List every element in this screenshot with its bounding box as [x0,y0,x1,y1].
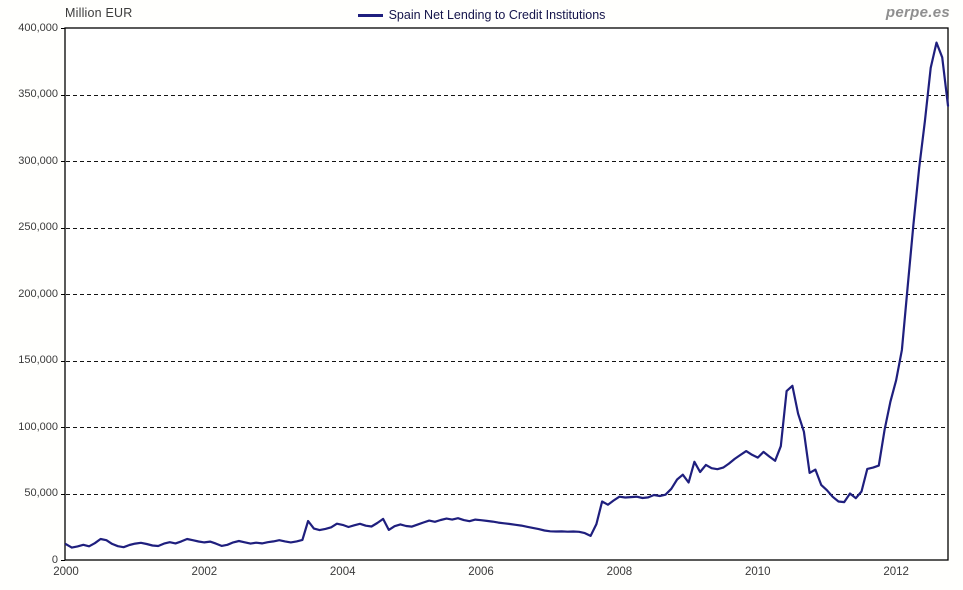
y-axis-label: 150,000 [18,354,58,366]
y-axis-label: 50,000 [24,487,58,499]
y-axis-label: 300,000 [18,154,58,167]
x-axis-label: 2004 [329,566,356,578]
x-axis-label: 2000 [53,566,79,578]
y-axis-units-label: Million EUR [65,6,133,20]
y-axis-label: 350,000 [18,88,58,100]
y-axis-label: 0 [51,553,58,566]
y-axis-label: 400,000 [18,21,58,34]
x-axis-label: 2008 [606,566,633,578]
data-line-spain-net-lending [64,41,950,549]
plot-border [64,27,949,561]
x-axis-label: 2006 [468,566,494,578]
y-axis-label: 250,000 [18,221,58,233]
x-axis-label: 2002 [191,566,218,578]
y-axis-label: 200,000 [18,287,58,300]
x-axis-label: 2010 [744,566,771,578]
watermark: perpe.es [885,4,950,21]
x-axis-label: 2012 [883,566,909,578]
y-axis-label: 100,000 [18,420,58,433]
